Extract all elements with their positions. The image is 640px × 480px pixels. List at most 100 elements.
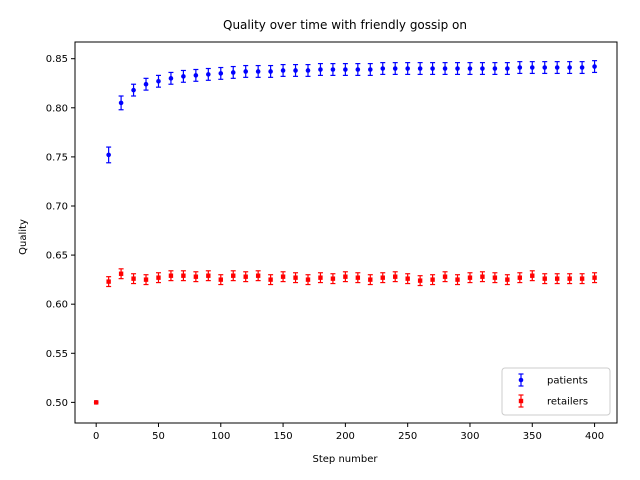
data-point bbox=[193, 274, 199, 279]
y-tick-label: 0.85 bbox=[46, 54, 68, 65]
data-point bbox=[318, 67, 323, 72]
data-point bbox=[417, 278, 423, 283]
data-point bbox=[492, 275, 498, 280]
data-point bbox=[505, 277, 510, 282]
data-point bbox=[505, 66, 510, 71]
legend-marker bbox=[518, 398, 524, 404]
chart-title: Quality over time with friendly gossip o… bbox=[223, 18, 467, 32]
data-point bbox=[442, 66, 448, 71]
data-point bbox=[268, 69, 273, 74]
data-point bbox=[343, 274, 348, 279]
data-point bbox=[480, 274, 485, 279]
data-point bbox=[106, 152, 111, 158]
y-tick-label: 0.50 bbox=[46, 398, 68, 409]
x-tick-label: 200 bbox=[336, 431, 355, 442]
data-point bbox=[480, 66, 485, 71]
data-point bbox=[106, 279, 111, 284]
x-tick-label: 250 bbox=[398, 431, 417, 442]
data-point bbox=[542, 65, 548, 70]
data-point bbox=[131, 87, 136, 93]
y-tick-label: 0.65 bbox=[46, 251, 68, 262]
data-point bbox=[554, 276, 560, 281]
data-point bbox=[280, 274, 286, 279]
y-axis-label: Quality bbox=[18, 219, 29, 255]
data-point bbox=[442, 274, 448, 279]
data-point bbox=[380, 66, 386, 71]
data-point bbox=[280, 68, 286, 73]
data-point bbox=[143, 81, 149, 87]
series-patients bbox=[93, 60, 598, 405]
legend-marker bbox=[518, 377, 524, 383]
data-point bbox=[455, 66, 460, 71]
x-tick-label: 400 bbox=[585, 431, 604, 442]
data-point bbox=[305, 277, 311, 282]
data-point bbox=[592, 275, 597, 280]
data-point bbox=[467, 275, 473, 280]
data-point bbox=[355, 275, 361, 280]
y-tick-label: 0.80 bbox=[46, 103, 68, 114]
data-point bbox=[131, 276, 136, 281]
data-point bbox=[168, 76, 174, 81]
y-tick-label: 0.75 bbox=[46, 152, 68, 163]
y-tick-label: 0.55 bbox=[46, 349, 68, 360]
data-point bbox=[368, 277, 373, 282]
data-point bbox=[405, 276, 410, 281]
x-axis-label: Step number bbox=[313, 454, 379, 465]
plot-frame bbox=[74, 41, 618, 424]
data-point bbox=[305, 68, 311, 73]
data-point bbox=[430, 66, 435, 71]
data-point bbox=[405, 66, 410, 71]
data-point bbox=[156, 78, 161, 84]
data-point bbox=[330, 276, 336, 281]
x-tick-label: 0 bbox=[93, 431, 99, 442]
data-point bbox=[181, 273, 186, 278]
data-point bbox=[330, 67, 336, 72]
data-point bbox=[193, 73, 199, 78]
data-point bbox=[293, 275, 298, 280]
data-point bbox=[255, 69, 261, 74]
data-point bbox=[206, 273, 211, 278]
data-point bbox=[380, 275, 385, 280]
legend-label: patients bbox=[547, 376, 588, 387]
series-retailers bbox=[93, 268, 598, 405]
plot-area bbox=[93, 60, 598, 405]
data-point bbox=[143, 277, 149, 282]
data-point bbox=[118, 271, 124, 276]
data-point bbox=[517, 275, 523, 280]
data-point bbox=[343, 67, 348, 72]
x-tick-label: 100 bbox=[211, 431, 230, 442]
data-point bbox=[255, 273, 261, 278]
data-point bbox=[268, 277, 273, 282]
data-point bbox=[243, 69, 248, 74]
y-tick-label: 0.60 bbox=[46, 300, 68, 311]
data-point bbox=[168, 273, 174, 278]
data-point bbox=[517, 65, 523, 70]
x-tick-label: 150 bbox=[274, 431, 293, 442]
data-point bbox=[93, 400, 99, 405]
data-point bbox=[230, 70, 236, 75]
data-point bbox=[118, 100, 124, 106]
data-point bbox=[579, 276, 585, 281]
data-point bbox=[392, 66, 398, 71]
data-point bbox=[355, 67, 361, 72]
data-point bbox=[567, 276, 572, 281]
data-point bbox=[592, 64, 597, 69]
data-point bbox=[430, 277, 435, 282]
data-point bbox=[293, 68, 298, 73]
data-point bbox=[530, 273, 535, 278]
data-point bbox=[367, 67, 373, 72]
data-point bbox=[218, 277, 223, 282]
data-point bbox=[156, 275, 161, 280]
data-point bbox=[206, 72, 211, 77]
data-point bbox=[579, 65, 585, 70]
legend-label: retailers bbox=[547, 397, 588, 408]
x-tick-label: 350 bbox=[523, 431, 542, 442]
data-point bbox=[181, 74, 186, 79]
data-point bbox=[567, 65, 572, 70]
data-point bbox=[417, 66, 423, 71]
x-tick-label: 50 bbox=[152, 431, 165, 442]
data-point bbox=[492, 66, 498, 71]
x-tick-label: 300 bbox=[460, 431, 479, 442]
legend-box bbox=[501, 367, 611, 416]
